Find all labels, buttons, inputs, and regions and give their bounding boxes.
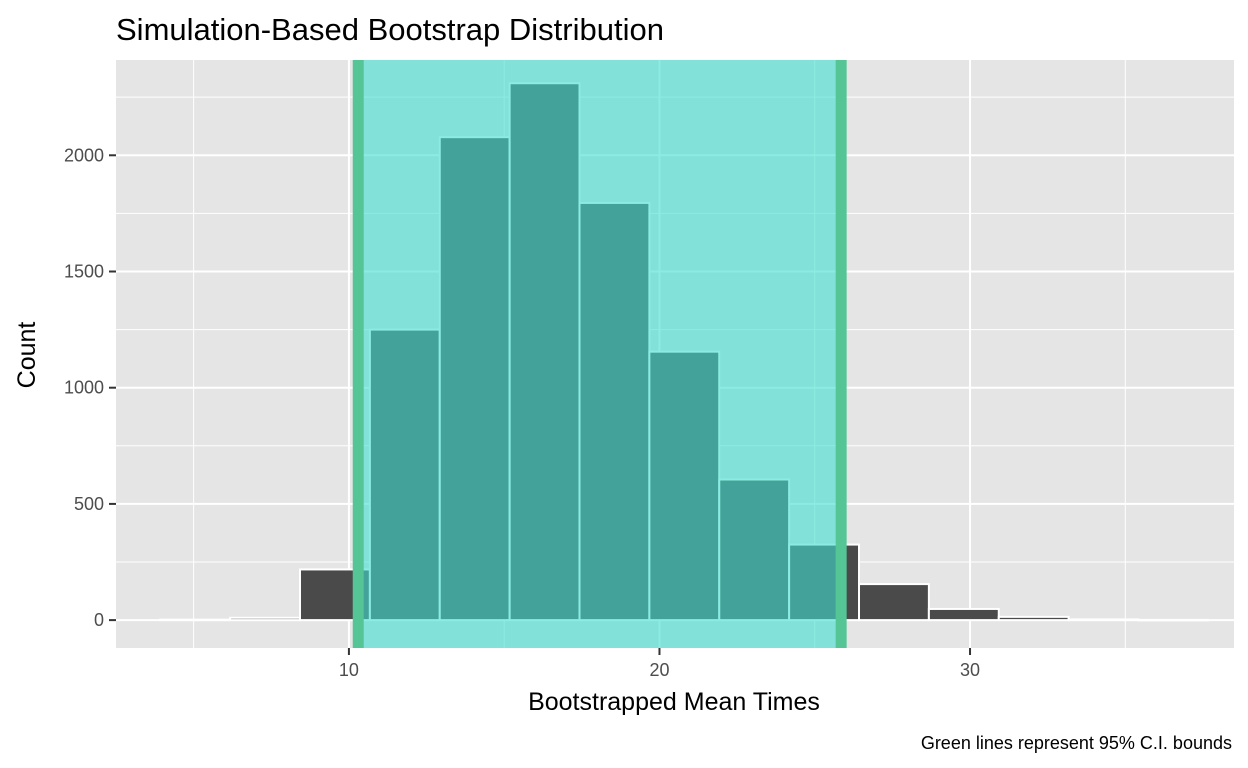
x-tick-label: 20 <box>649 660 669 680</box>
x-axis: 10 20 30 <box>339 648 980 680</box>
y-tick-label: 1500 <box>64 261 104 281</box>
y-tick-label: 0 <box>94 610 104 630</box>
histogram-bar <box>858 583 930 622</box>
histogram-bar <box>159 618 232 622</box>
chart-title: Simulation-Based Bootstrap Distribution <box>116 12 664 47</box>
x-axis-title: Bootstrapped Mean Times <box>528 688 820 716</box>
chart-caption: Green lines represent 95% C.I. bounds <box>921 733 1232 753</box>
histogram-bar <box>927 607 1000 622</box>
histogram-bar <box>1137 618 1210 622</box>
y-axis-title: Count <box>13 322 41 389</box>
y-tick-label: 2000 <box>64 145 104 165</box>
histogram-bar <box>1067 618 1140 622</box>
histogram-bar <box>229 616 302 622</box>
y-tick-label: 500 <box>74 494 104 514</box>
ci-shaded-region <box>358 60 842 648</box>
x-tick-label: 10 <box>339 660 359 680</box>
y-axis: 0 500 1000 1500 2000 <box>64 145 116 630</box>
ci-bound-lines <box>352 60 847 648</box>
histogram-bar <box>997 615 1070 622</box>
y-tick-label: 1000 <box>64 378 104 398</box>
x-tick-label: 30 <box>960 660 980 680</box>
